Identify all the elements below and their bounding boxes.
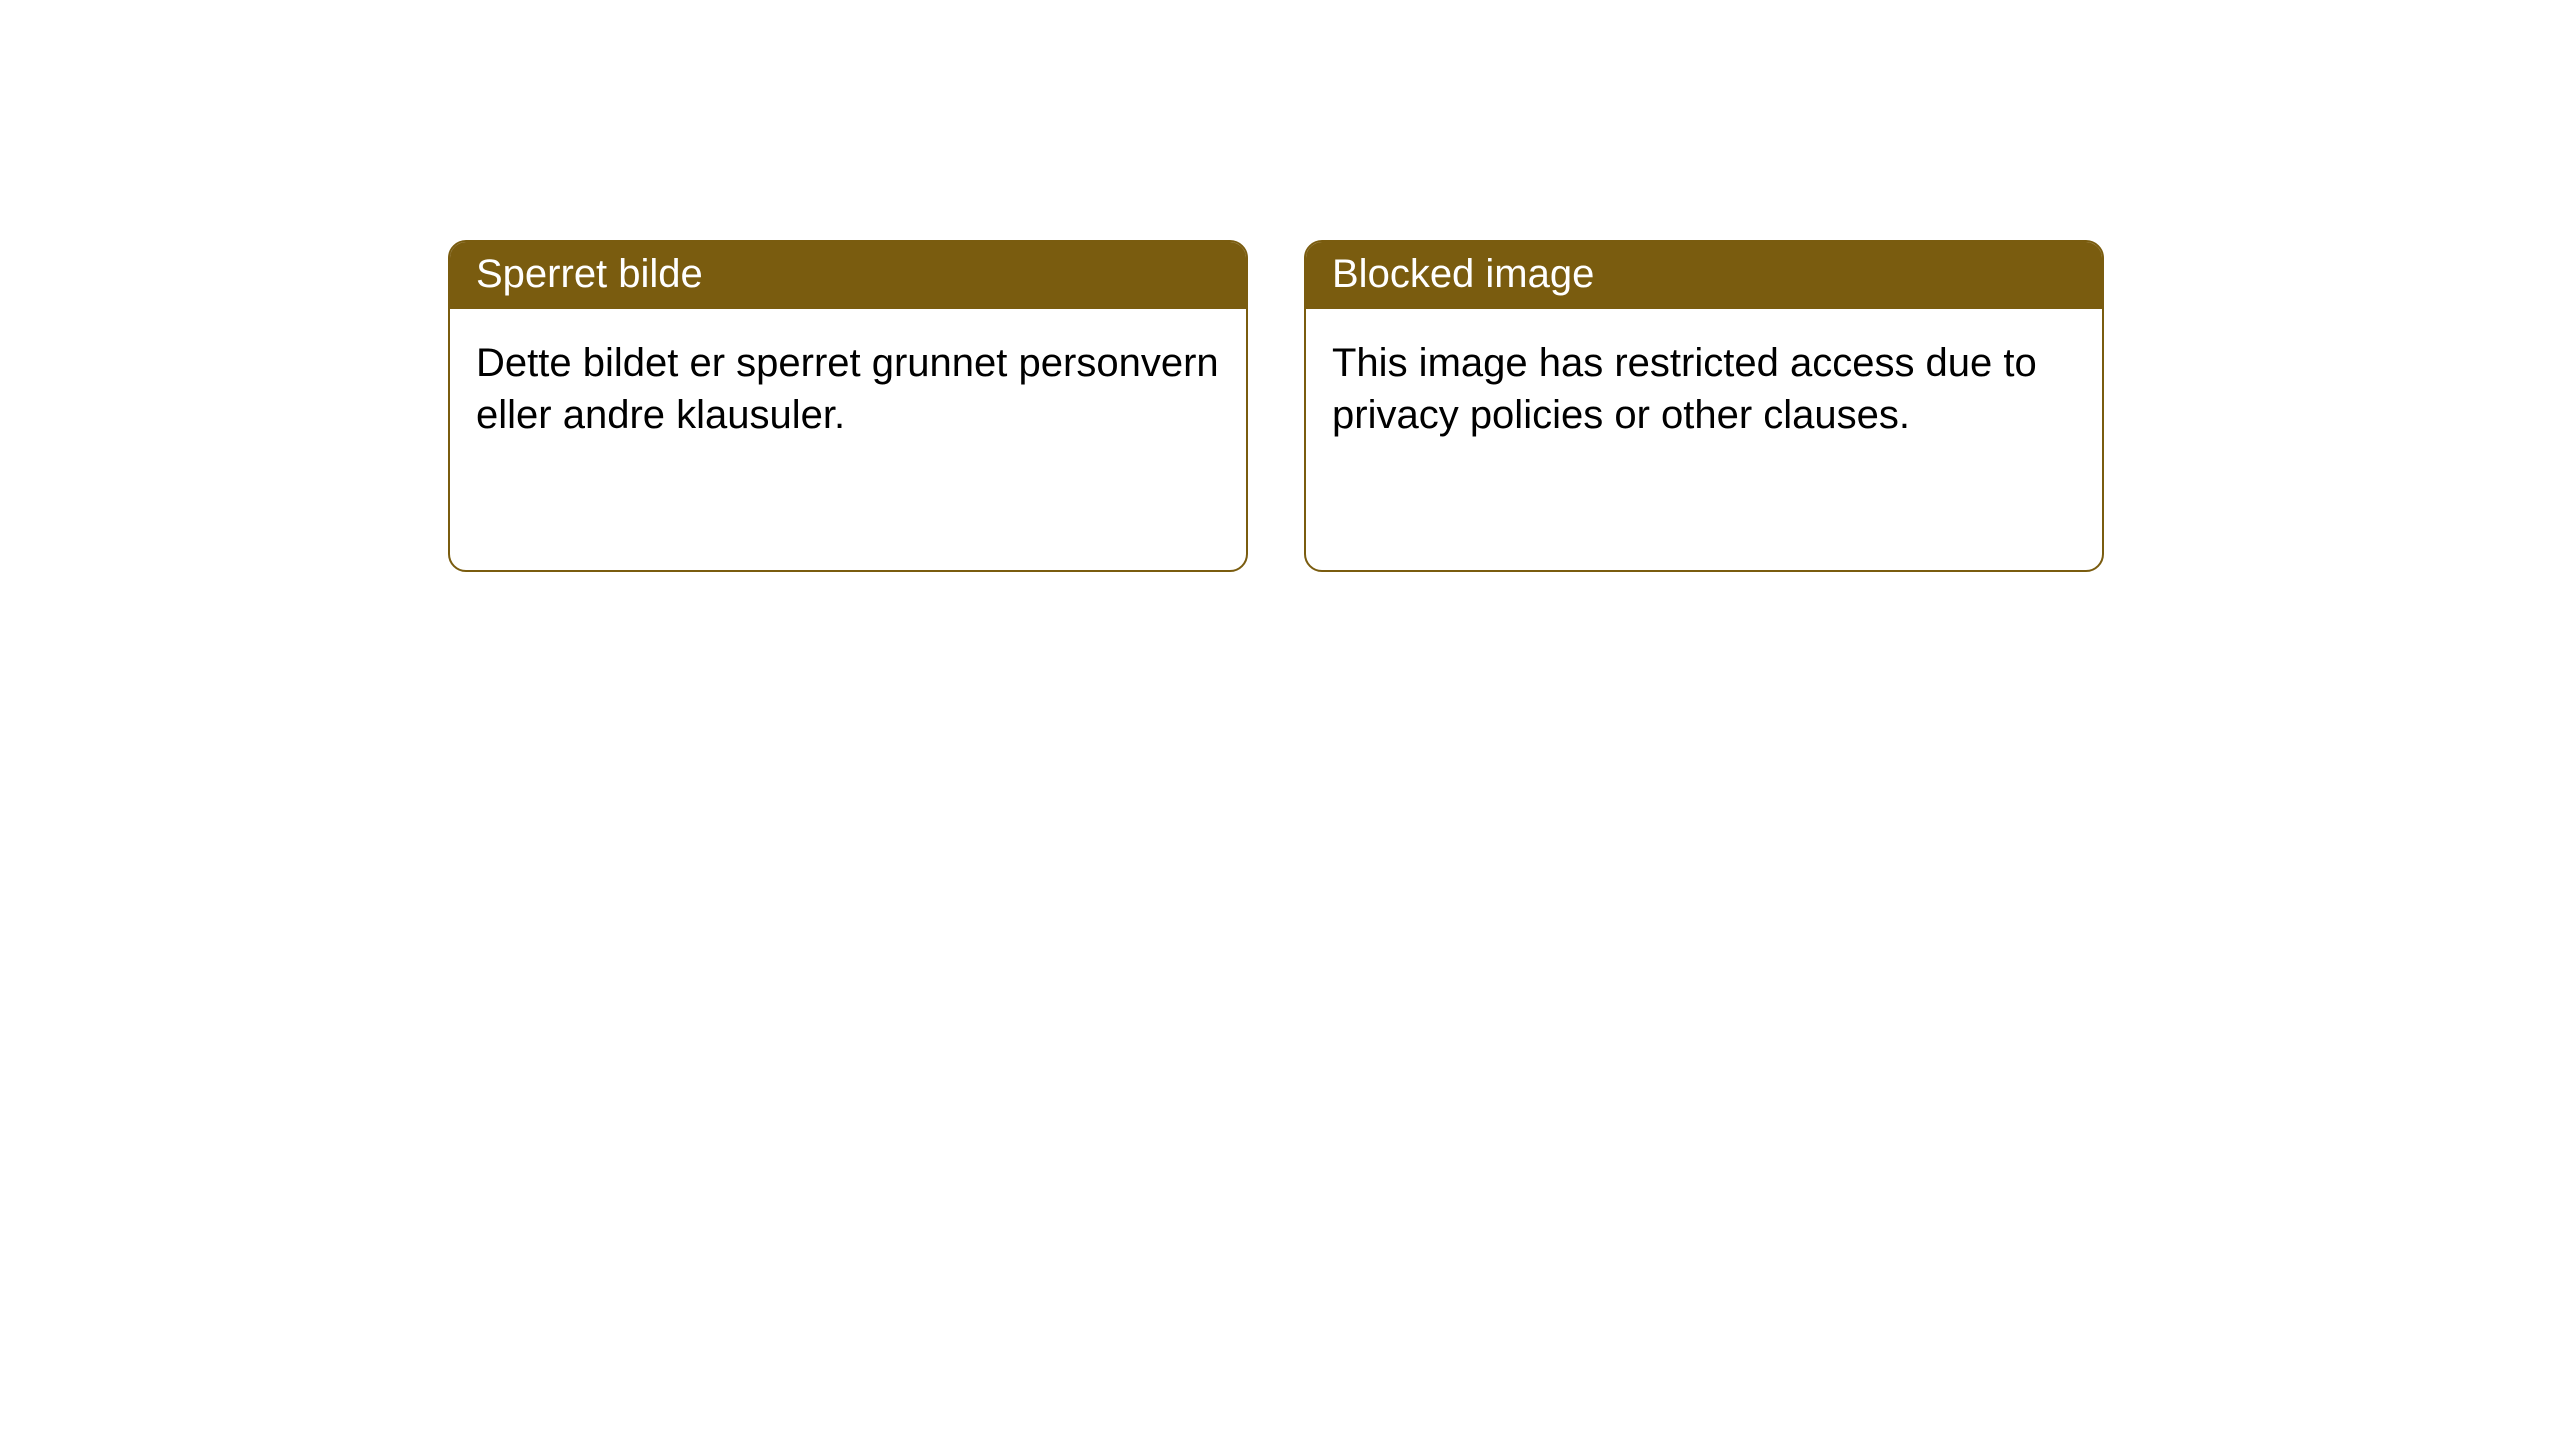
- notice-container: Sperret bilde Dette bildet er sperret gr…: [448, 240, 2104, 572]
- notice-body: Dette bildet er sperret grunnet personve…: [450, 309, 1246, 469]
- notice-body: This image has restricted access due to …: [1306, 309, 2102, 469]
- notice-header: Blocked image: [1306, 242, 2102, 309]
- notice-header: Sperret bilde: [450, 242, 1246, 309]
- notice-card-norwegian: Sperret bilde Dette bildet er sperret gr…: [448, 240, 1248, 572]
- notice-card-english: Blocked image This image has restricted …: [1304, 240, 2104, 572]
